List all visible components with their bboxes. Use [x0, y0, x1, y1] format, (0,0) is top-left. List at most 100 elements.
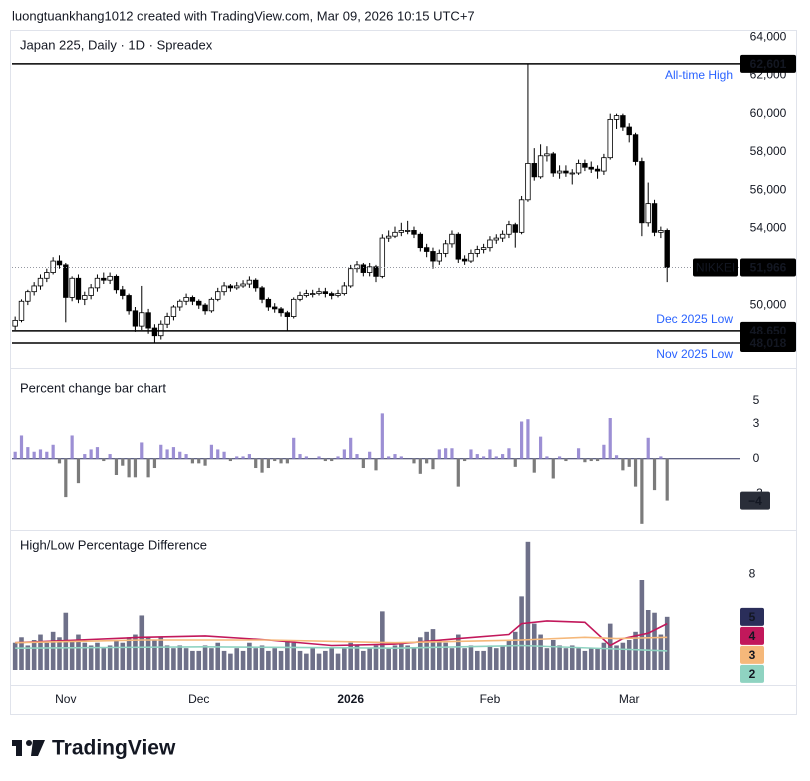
price-badge — [740, 626, 764, 645]
logo-icon — [26, 740, 32, 746]
bar — [216, 449, 220, 459]
level-name: Nov 2025 Low — [656, 347, 733, 361]
bar — [399, 642, 404, 670]
bar — [228, 458, 232, 462]
y-tick-label: 50,000 — [750, 297, 787, 311]
candle-body — [37, 277, 44, 287]
logo-text: TradingView — [52, 737, 176, 760]
price-badge — [740, 664, 764, 683]
candle-body — [215, 291, 221, 300]
candle-body — [366, 266, 373, 273]
bar — [297, 650, 303, 670]
bar — [355, 454, 359, 459]
candle-body — [25, 291, 31, 302]
bar — [126, 637, 132, 670]
bar — [209, 648, 214, 670]
candle-body — [44, 272, 50, 279]
bar — [329, 648, 334, 670]
price-badge — [740, 645, 764, 664]
price-badge-label: 48,018 — [750, 336, 787, 350]
bar — [335, 653, 341, 670]
bar — [12, 642, 18, 670]
bar — [76, 634, 81, 670]
bar — [652, 612, 657, 670]
bar — [323, 458, 327, 462]
bar — [31, 640, 37, 670]
y-tick-label: 3 — [753, 416, 760, 430]
bar — [425, 458, 429, 464]
candle-body — [107, 275, 113, 281]
bar — [291, 642, 297, 670]
candle-body — [246, 279, 253, 285]
bar — [95, 642, 100, 670]
bar — [285, 640, 290, 670]
bar — [658, 634, 664, 670]
logo-icon — [31, 740, 45, 756]
candle-body — [354, 264, 360, 270]
candle-body — [461, 258, 468, 262]
bar — [164, 645, 170, 670]
bar — [159, 444, 163, 459]
candle-body — [158, 323, 164, 337]
bar — [532, 458, 536, 473]
candle-body — [126, 295, 132, 312]
candle-body — [449, 233, 455, 245]
candle-body — [196, 300, 202, 306]
bar — [463, 458, 467, 462]
bar — [551, 458, 555, 479]
level-name: All-time High — [665, 68, 733, 82]
price-badge-label: −4 — [748, 494, 762, 508]
bar — [114, 458, 119, 475]
bar — [228, 653, 233, 670]
bar — [595, 648, 600, 670]
bar — [380, 611, 385, 670]
bar — [500, 645, 505, 670]
bar — [241, 456, 245, 459]
candle-body — [88, 287, 94, 296]
candle-body — [531, 163, 537, 178]
bar — [621, 458, 625, 471]
bar — [387, 456, 391, 459]
candle-body — [556, 170, 563, 174]
y-tick-label: 5 — [753, 393, 760, 407]
price-badge-label: 2 — [749, 667, 756, 681]
candle-body — [525, 163, 531, 201]
bar — [221, 650, 227, 670]
candle-body — [101, 277, 107, 281]
candle-body — [151, 327, 158, 337]
bar — [121, 458, 125, 466]
bar — [602, 444, 606, 459]
pane-title: Japan 225, Daily · 1D · Spreadex — [20, 37, 213, 52]
candle-body — [18, 300, 25, 321]
bar — [462, 648, 467, 670]
candle-body — [658, 230, 664, 233]
bar — [95, 447, 100, 459]
symbol-label: NIKKEI — [696, 261, 735, 275]
bar — [380, 413, 384, 459]
candle-body — [164, 316, 170, 325]
candle-body — [177, 300, 183, 308]
price-badge — [740, 258, 796, 277]
candle-body — [291, 298, 297, 317]
bar — [393, 454, 397, 459]
bar — [557, 645, 562, 670]
bar — [44, 642, 50, 670]
bar — [659, 456, 663, 459]
candle-body — [632, 134, 639, 162]
candle-body — [113, 275, 120, 291]
bar — [349, 437, 353, 459]
bar — [120, 642, 126, 670]
bar — [405, 645, 410, 670]
bar — [25, 645, 31, 670]
bar — [373, 645, 379, 670]
bar — [664, 616, 670, 670]
bar — [202, 645, 208, 670]
bar — [531, 623, 537, 670]
bar — [342, 648, 347, 670]
candle-body — [506, 224, 512, 235]
bar — [626, 640, 632, 670]
bar — [266, 650, 271, 670]
candle-body — [309, 293, 316, 295]
bar — [253, 648, 259, 670]
bar — [272, 648, 278, 670]
